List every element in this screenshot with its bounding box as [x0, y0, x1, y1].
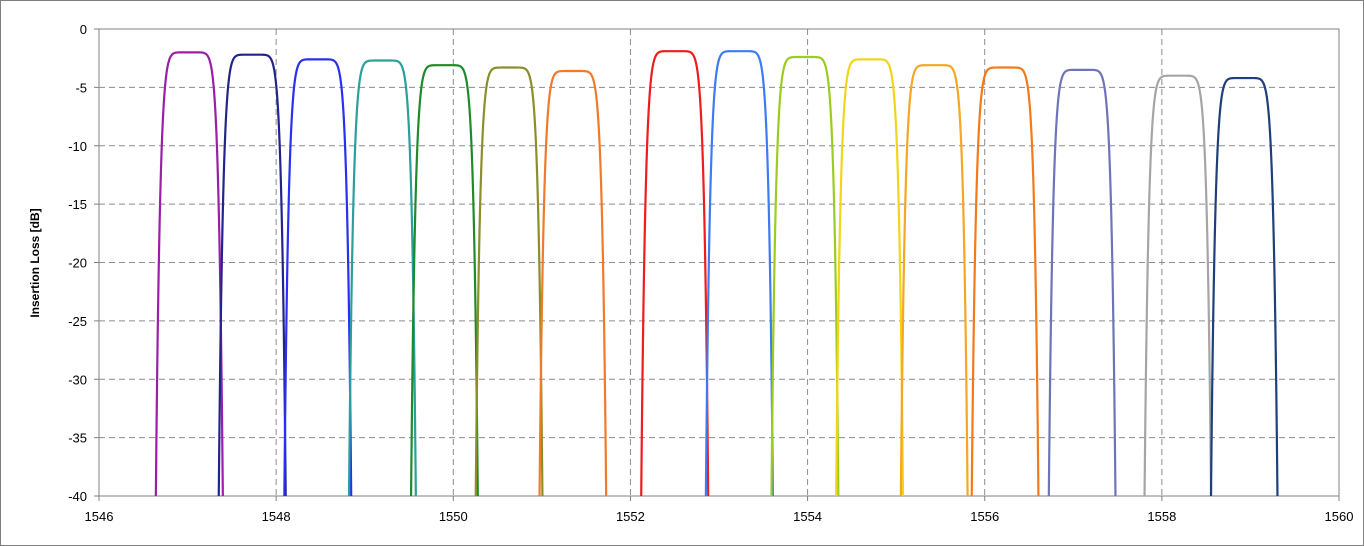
- x-tick-label: 1546: [85, 509, 114, 524]
- series-line-9: [704, 50, 774, 496]
- gridlines: [94, 28, 1340, 501]
- series-line-15: [1143, 74, 1213, 496]
- y-tick-label: -35: [68, 431, 87, 446]
- y-tick-label: -30: [68, 372, 87, 387]
- y-tick-label: -10: [68, 139, 87, 154]
- y-tick-label: -25: [68, 314, 87, 329]
- x-tick-label: 1558: [1147, 509, 1176, 524]
- x-tick-label: 1560: [1325, 509, 1354, 524]
- series-line-7: [538, 69, 608, 496]
- series-line-4: [347, 59, 417, 496]
- series-line-8: [640, 50, 710, 496]
- series-group: [154, 50, 1279, 496]
- series-line-10: [770, 55, 840, 496]
- x-tick-label: 1552: [616, 509, 645, 524]
- y-tick-label: -5: [75, 80, 87, 95]
- y-tick-label: -20: [68, 256, 87, 271]
- y-tick-label: 0: [80, 22, 87, 37]
- y-tick-label: -40: [68, 489, 87, 504]
- series-line-16: [1209, 76, 1279, 496]
- series-line-14: [1047, 68, 1117, 496]
- series-line-13: [970, 66, 1040, 496]
- y-tick-labels: 0 -5 -10 -15 -20 -25 -30 -35 -40: [68, 22, 87, 504]
- series-line-5: [409, 64, 479, 496]
- series-line-1: [154, 51, 224, 496]
- x-tick-labels: 1546 1548 1550 1552 1554 1556 1558 1560: [85, 509, 1354, 524]
- series-line-11: [835, 58, 905, 496]
- series-line-2: [217, 53, 287, 496]
- x-tick-label: 1548: [262, 509, 291, 524]
- series-line-12: [899, 64, 969, 496]
- x-tick-label: 1550: [439, 509, 468, 524]
- y-axis-label: Insertion Loss [dB]: [28, 208, 42, 317]
- x-tick-label: 1554: [793, 509, 822, 524]
- series-line-6: [474, 66, 544, 496]
- series-line-3: [283, 58, 353, 496]
- x-tick-label: 1556: [970, 509, 999, 524]
- y-tick-label: -15: [68, 197, 87, 212]
